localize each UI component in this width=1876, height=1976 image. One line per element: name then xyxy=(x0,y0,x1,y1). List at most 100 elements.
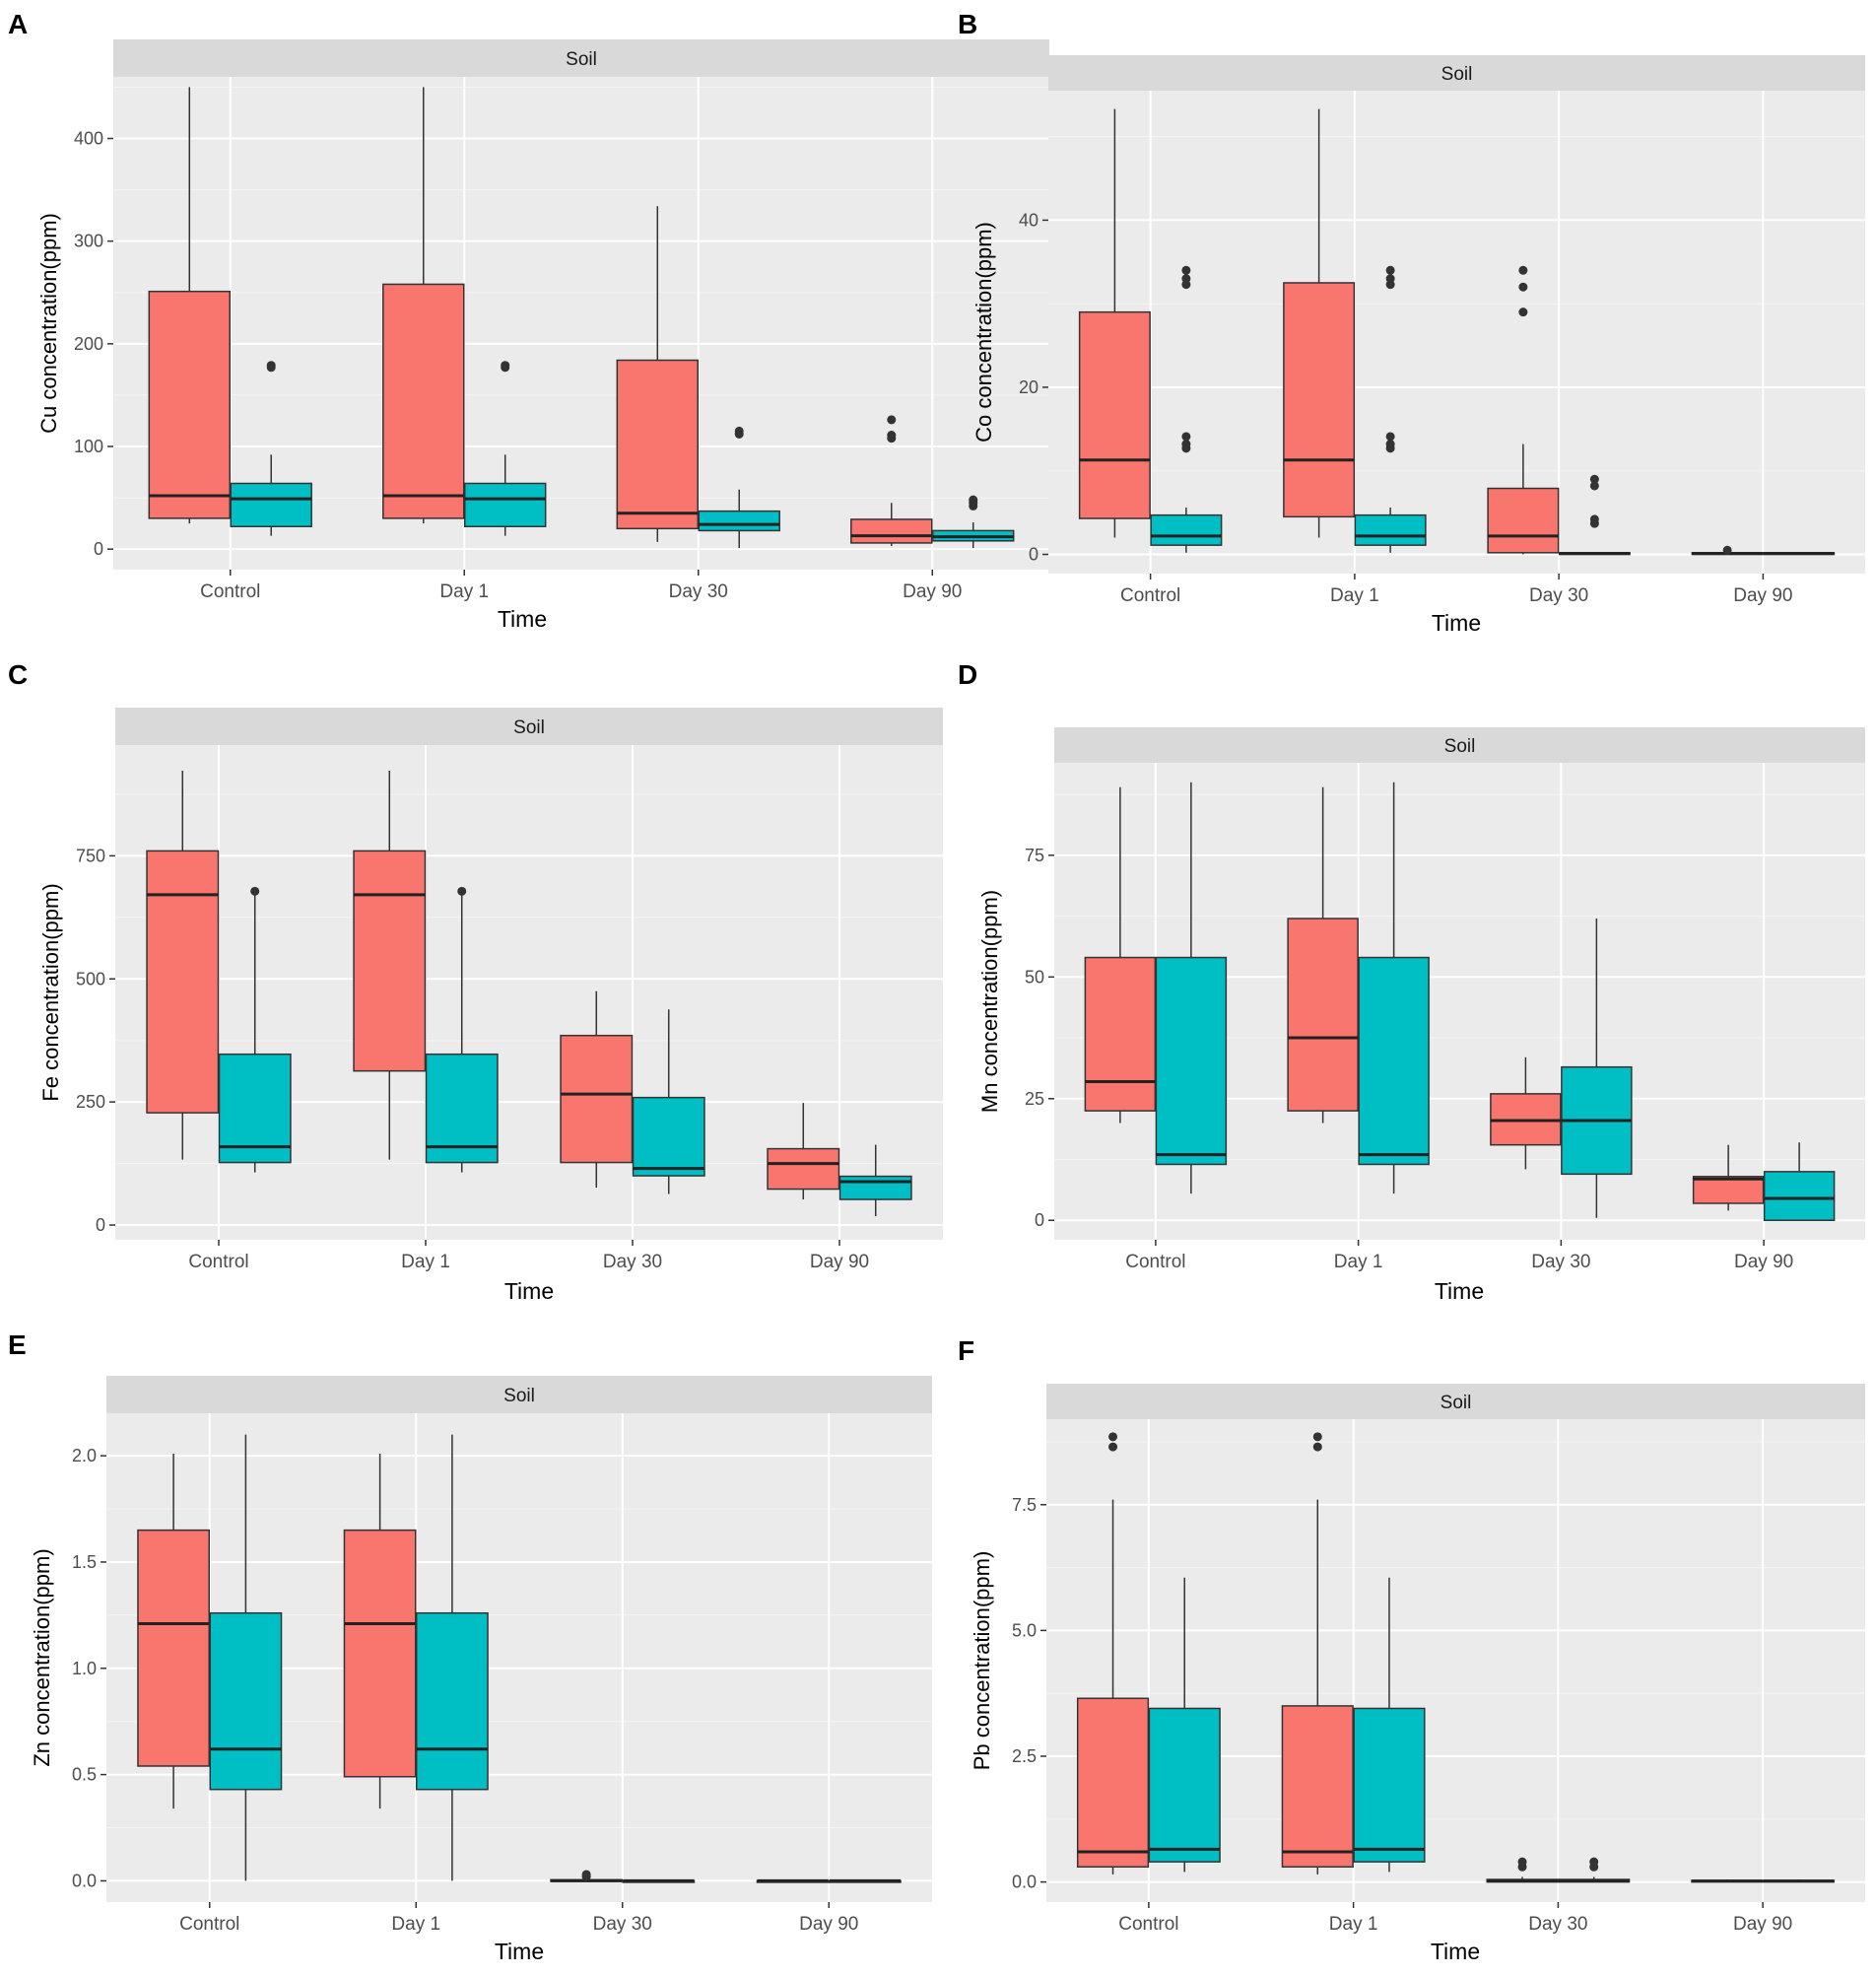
x-tick-label: Day 90 xyxy=(799,1914,858,1935)
box-day-1-2 xyxy=(464,361,547,536)
panel-f: F Soil 0.0 2.5 5.0 7.5 Control Day 1 Day 30 Day 9… xyxy=(958,1335,1865,1964)
y-axis-title: Cu concentration(ppm) xyxy=(36,213,61,434)
panel-c: C Soil 0 250 500 750 Control Day 1 Day 30 Day 90 T… xyxy=(8,659,943,1304)
box-body xyxy=(1155,956,1228,1166)
x-axis-title: Time xyxy=(495,1939,544,1964)
facet-strip xyxy=(115,708,943,745)
facet-strip xyxy=(1046,1384,1865,1419)
box-day-90-1 xyxy=(1691,1879,1764,1883)
box-body xyxy=(1084,956,1157,1112)
panel-letter: E xyxy=(8,1329,27,1360)
outlier-point xyxy=(1518,282,1528,292)
x-tick-label: Day 1 xyxy=(439,581,489,602)
box-control-1 xyxy=(1076,1432,1150,1874)
x-axis-title: Time xyxy=(1431,1939,1480,1964)
x-tick-label: Day 1 xyxy=(391,1914,440,1935)
y-tick-label: 20 xyxy=(1019,377,1038,397)
x-axis-title: Time xyxy=(1432,610,1481,636)
box-body xyxy=(1353,1707,1426,1863)
x-tick-label: Day 30 xyxy=(1528,1914,1587,1935)
x-tick-label: Control xyxy=(200,581,260,602)
y-tick-label: 25 xyxy=(1025,1089,1044,1109)
box-body xyxy=(838,1175,912,1200)
box-body xyxy=(1283,282,1356,518)
y-axis-title: Co concentration(ppm) xyxy=(972,222,996,443)
x-tick-label: Control xyxy=(1120,585,1180,606)
y-tick-label: 0.0 xyxy=(72,1871,97,1890)
box-day-90-2 xyxy=(1763,1142,1836,1221)
y-tick-label: 2.0 xyxy=(72,1446,97,1465)
y-tick-label: 0 xyxy=(1035,1210,1044,1230)
outlier-point xyxy=(1517,1857,1527,1867)
box-day-1-2 xyxy=(1358,782,1430,1194)
box-day-1-1 xyxy=(1283,108,1356,538)
facet-strip-label: Soil xyxy=(1444,736,1476,757)
box-body xyxy=(425,1053,499,1164)
box-day-30-2 xyxy=(1558,474,1631,556)
y-tick-label: 200 xyxy=(74,334,103,354)
x-axis-title: Time xyxy=(1435,1278,1484,1304)
x-tick-label: Control xyxy=(1125,1252,1185,1272)
box-body xyxy=(416,1611,489,1791)
x-tick-label: Day 1 xyxy=(401,1252,450,1272)
outlier-point xyxy=(1589,514,1599,524)
outlier-point xyxy=(266,361,276,371)
box-body xyxy=(616,359,699,530)
outlier-point xyxy=(250,886,260,896)
plot-background xyxy=(1048,91,1865,574)
y-tick-label: 300 xyxy=(74,232,103,251)
y-axis-title: Pb concentration(ppm) xyxy=(970,1551,994,1771)
box-day-90-1 xyxy=(1692,1144,1765,1211)
x-tick-label: Control xyxy=(188,1252,248,1272)
box-control-1 xyxy=(146,770,220,1160)
box-day-30-1 xyxy=(616,206,699,542)
x-axis-title: Time xyxy=(498,606,547,632)
box-day-1-1 xyxy=(343,1453,417,1809)
y-tick-label: 75 xyxy=(1025,846,1044,865)
x-tick-label: Day 30 xyxy=(1531,1252,1590,1272)
panel-e: E Soil 0.0 0.5 1.0 1.5 2.0 Control Day 1 Day 30 Da… xyxy=(8,1329,932,1964)
box-body xyxy=(382,283,465,519)
x-tick-label: Day 30 xyxy=(603,1252,662,1272)
box-day-90-1 xyxy=(767,1103,840,1200)
y-axis-title: Zn concentration(ppm) xyxy=(30,1548,54,1766)
y-tick-label: 0 xyxy=(94,539,103,559)
box-day-1-2 xyxy=(416,1434,489,1881)
y-tick-label: 250 xyxy=(76,1092,105,1112)
y-tick-label: 7.5 xyxy=(1012,1495,1037,1515)
y-tick-label: 0.5 xyxy=(72,1765,97,1785)
outlier-point xyxy=(887,431,897,441)
box-body xyxy=(218,1053,292,1164)
outlier-point xyxy=(1108,1432,1118,1442)
box-body xyxy=(1078,310,1151,519)
box-day-30-1 xyxy=(560,990,634,1189)
y-axis-title: Fe concentration(ppm) xyxy=(38,883,63,1101)
facet-strip-label: Soil xyxy=(566,49,597,70)
y-tick-label: 0 xyxy=(96,1215,105,1235)
y-tick-label: 0.0 xyxy=(1012,1873,1037,1892)
box-day-30-2 xyxy=(632,1009,705,1194)
box-day-90-1 xyxy=(850,415,933,547)
box-control-2 xyxy=(1155,782,1228,1194)
box-day-90-2 xyxy=(1763,552,1836,556)
outlier-point xyxy=(1722,545,1732,555)
outlier-point xyxy=(1181,274,1191,284)
x-tick-label: Control xyxy=(179,1914,239,1935)
box-day-30-1 xyxy=(550,1870,623,1882)
facet-strip xyxy=(1048,55,1865,91)
y-tick-label: 400 xyxy=(74,129,103,149)
x-tick-label: Day 90 xyxy=(1734,1252,1793,1272)
outlier-point xyxy=(1385,265,1395,275)
outlier-point xyxy=(1181,265,1191,275)
box-control-2 xyxy=(1148,1577,1221,1873)
box-day-90-2 xyxy=(932,495,1015,549)
box-day-1-1 xyxy=(1281,1432,1354,1874)
panel-letter: F xyxy=(958,1335,974,1366)
outlier-point xyxy=(1589,474,1599,484)
box-day-1-1 xyxy=(1287,786,1359,1124)
box-body xyxy=(1354,513,1427,546)
box-body xyxy=(1281,1705,1354,1869)
box-day-30-2 xyxy=(698,426,780,549)
